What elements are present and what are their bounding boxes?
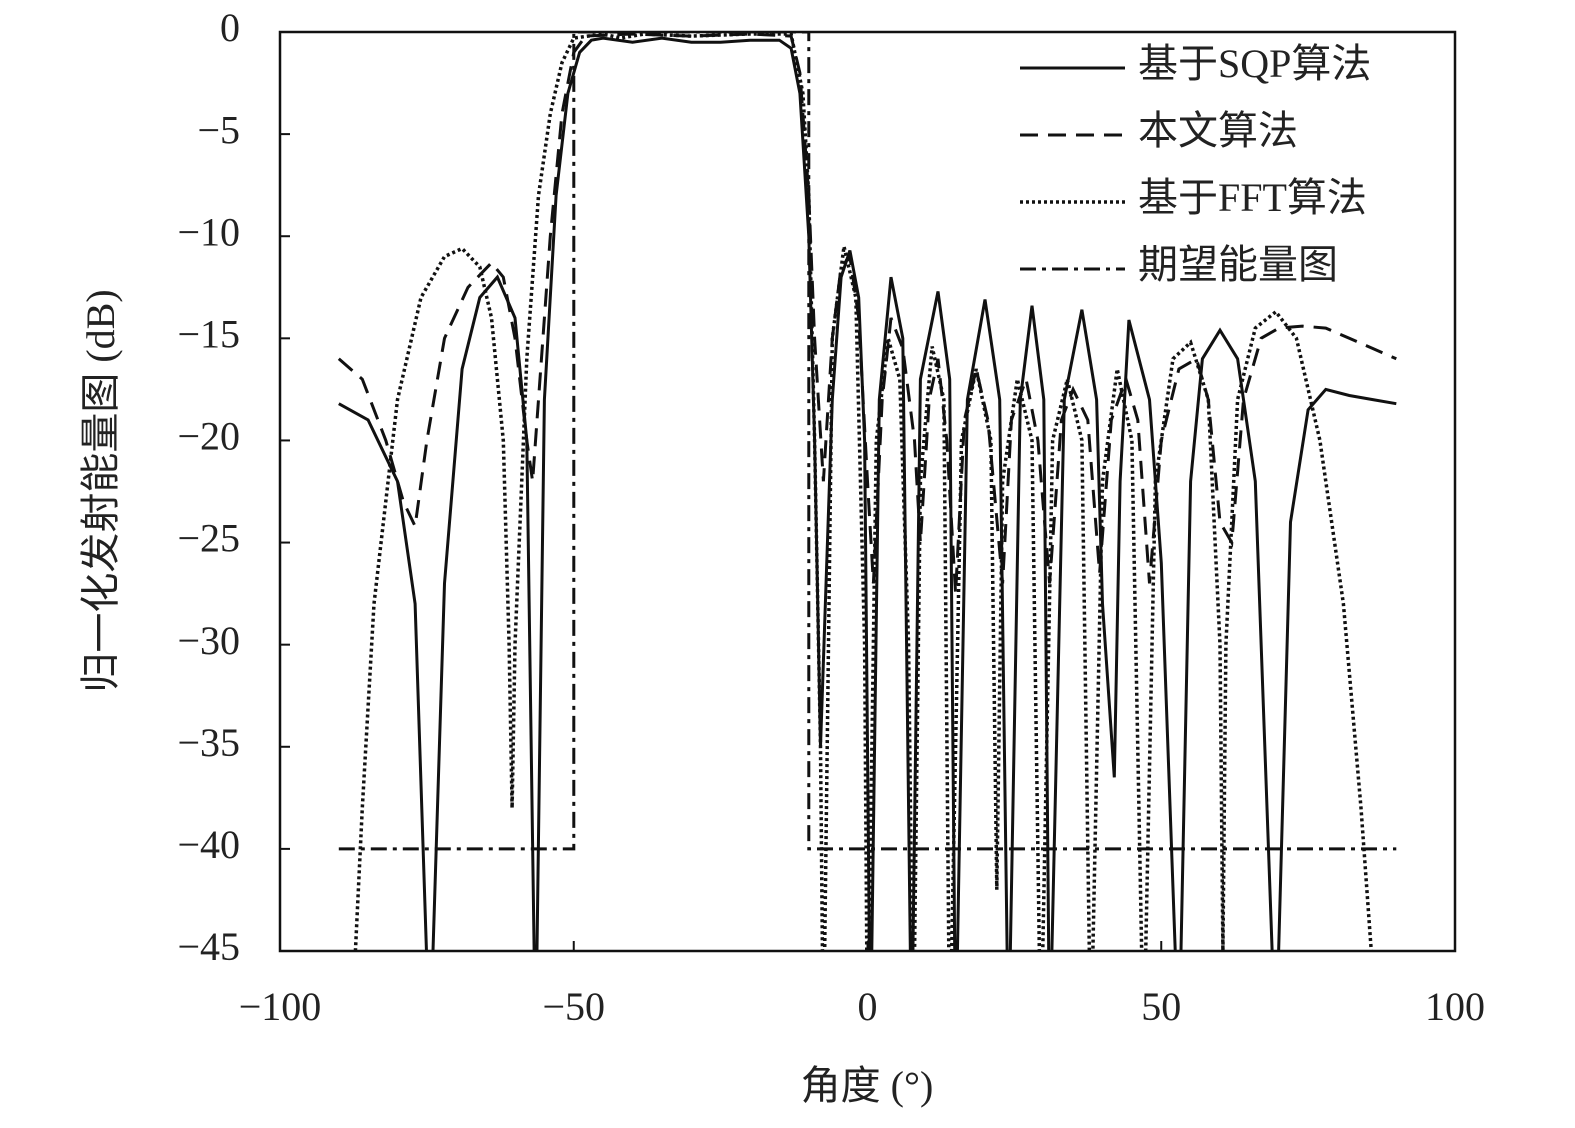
series-line: [337, 32, 1397, 594]
series-line: [338, 36, 1397, 951]
y-tick-label: −45: [177, 924, 240, 969]
y-tick-label: −10: [177, 209, 240, 254]
legend-label: 期望能量图: [1138, 242, 1338, 287]
series-line: [338, 32, 1397, 851]
y-tick-label: −40: [177, 822, 240, 867]
plot-area: [337, 32, 1397, 951]
x-tick-label: −100: [239, 984, 322, 1029]
y-tick-label: −30: [177, 618, 240, 663]
y-tick-label: −35: [177, 720, 240, 765]
x-tick-label: −50: [542, 984, 605, 1029]
x-tick-label: 0: [858, 984, 878, 1029]
x-tick-label: 100: [1425, 984, 1485, 1029]
y-tick-label: −15: [177, 312, 240, 357]
series-line: [353, 32, 1374, 951]
legend-label: 本文算法: [1138, 108, 1298, 153]
x-axis-label: 角度 (°): [801, 1063, 934, 1108]
y-axis-label: 归一化发射能量图 (dB): [78, 289, 123, 692]
legend-label: 基于FFT算法: [1138, 175, 1367, 220]
y-tick-label: −20: [177, 414, 240, 459]
legend-label: 基于SQP算法: [1138, 41, 1371, 86]
y-tick-label: −5: [197, 107, 240, 152]
x-tick-label: 50: [1141, 984, 1181, 1029]
y-tick-label: −25: [177, 516, 240, 561]
y-tick-label: 0: [220, 5, 240, 50]
